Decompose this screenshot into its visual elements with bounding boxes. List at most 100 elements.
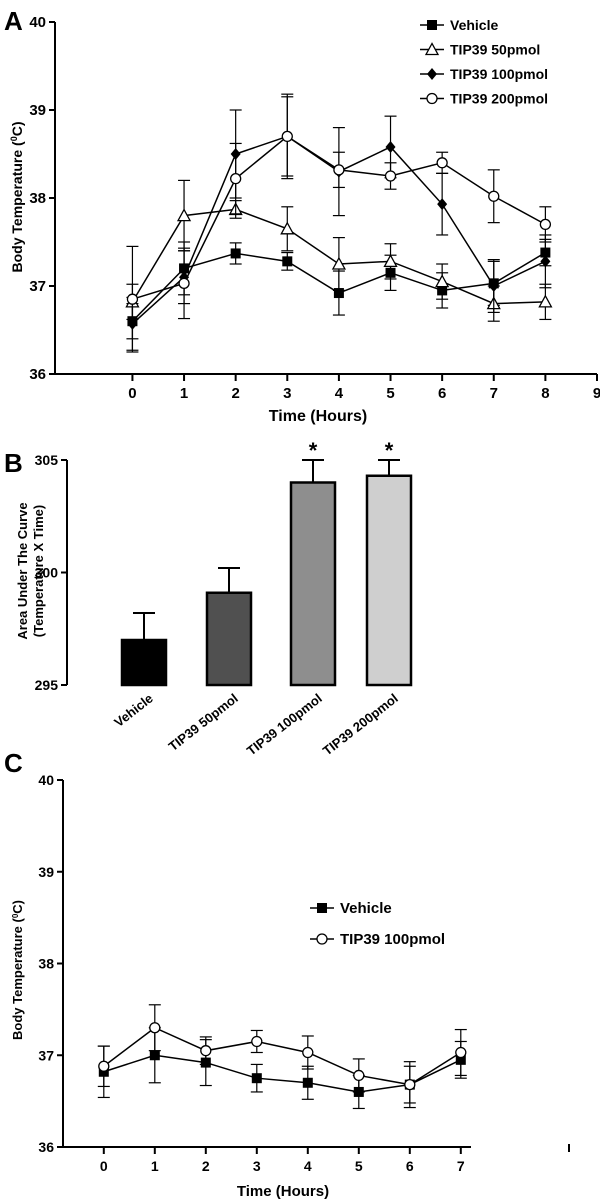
panel-a-data-point	[331, 256, 346, 270]
panel-b-y-axis-label: Area Under The Curve(Temperature X Time)	[15, 502, 46, 639]
panel-a-x-tick-label: 4	[335, 385, 344, 402]
panel-a-data-point	[176, 208, 192, 222]
panel-a-data-point	[437, 198, 448, 211]
panel-a-data-point	[333, 288, 344, 299]
panel-c-letter: C	[4, 748, 23, 778]
panel-a-x-tick-label: 1	[180, 385, 188, 402]
panel-c-y-tick-label: 37	[38, 1047, 54, 1063]
panel-a-x-tick-label: 9	[593, 385, 600, 402]
panel-c-legend-label: Vehicle	[340, 900, 392, 917]
panel-a-letter: A	[4, 6, 23, 36]
panel-a-data-point	[435, 274, 450, 288]
panel-c-data-point	[353, 1069, 365, 1082]
panel-b-significance-star: *	[385, 438, 394, 463]
panel-c-y-tick-label: 39	[38, 864, 54, 880]
panel-b-y-tick-label: 305	[35, 452, 59, 468]
panel-a-data-point	[538, 294, 553, 308]
panel-a-data-point	[539, 218, 552, 231]
panel-a-y-tick-label: 40	[29, 14, 46, 31]
panel-a-data-point	[230, 248, 241, 259]
panel-c-series-1	[97, 1027, 467, 1110]
panel-a-data-point	[488, 190, 500, 202]
panel-a-legend-label: TIP39 200pmol	[450, 91, 548, 107]
panel-a-legend-label: Vehicle	[450, 17, 498, 33]
panel-c-data-point	[98, 1060, 110, 1072]
panel-a-legend-marker	[427, 20, 437, 30]
panel-b-bar	[205, 591, 253, 687]
panel-a-data-point	[126, 293, 139, 305]
panel-a-data-point	[281, 130, 293, 143]
panel-a-chart: 36 37 38 39 40 0 1 2 3 4 5 6 7 8 9 Vehicle TIP39 50pmol T…	[29, 14, 600, 402]
panel-c-series-2	[97, 1004, 467, 1104]
panel-b-letter: B	[4, 448, 23, 478]
panel-a-x-tick-label: 7	[490, 385, 498, 402]
panel-a-legend: Vehicle TIP39 50pmol TIP39 100pmol TIP39 20…	[420, 17, 548, 107]
panel-b-significance-star: *	[309, 438, 318, 463]
panel-b-y-tick-label: 295	[35, 677, 59, 693]
panel-a-data-point	[333, 164, 345, 176]
panel-a-legend-marker	[426, 92, 438, 105]
panel-a-series-4	[126, 93, 552, 353]
panel-a-data-point	[383, 254, 398, 268]
panel-c-x-tick-label: 4	[304, 1158, 312, 1174]
panel-a-data-point	[282, 256, 293, 267]
panel-a-legend-label: TIP39 50pmol	[450, 42, 540, 58]
panel-a-legend-marker	[427, 68, 437, 80]
panel-c-data-point	[455, 1046, 467, 1059]
panel-a-data-point	[385, 140, 396, 153]
panel-c-legend-marker	[317, 903, 327, 913]
panel-c-data-point	[251, 1073, 262, 1084]
panel-a-data-point	[280, 221, 295, 235]
panel-c-y-axis-label: Body Temperature (0C)	[10, 900, 25, 1040]
panel-a-x-tick-label: 3	[283, 385, 291, 402]
panel-c-chart: 36 37 38 39 40 0 1 2 3 4 5 6 7 Vehicle TIP39 100pmol	[38, 772, 471, 1174]
panel-a-y-tick-label: 37	[29, 278, 46, 295]
panel-b-y-tick-label: 300	[35, 565, 59, 581]
panel-c-x-tick-label: 0	[100, 1158, 108, 1174]
panel-a-data-point	[384, 170, 397, 182]
panel-b-bar	[289, 481, 337, 687]
panel-a-x-tick-label: 8	[541, 385, 549, 402]
panel-b-bar	[365, 474, 413, 687]
panel-c-y-tick-label: 36	[38, 1139, 54, 1155]
panel-b-category-label: Vehicle	[111, 691, 156, 730]
panel-b-bar	[120, 638, 168, 687]
panel-b-category-label: TIP39 200pmol	[320, 691, 401, 759]
panel-c-x-axis-label: Time (Hours)	[237, 1183, 329, 1200]
panel-c-series-line	[103, 1054, 462, 1093]
panel-a-x-tick-label: 0	[128, 385, 136, 402]
panel-c-x-tick-label: 1	[151, 1158, 159, 1174]
panel-b-category-label: TIP39 50pmol	[166, 691, 241, 754]
panel-a-x-tick-label: 6	[438, 385, 446, 402]
panel-c-series-line	[103, 1026, 462, 1086]
panel-c-x-tick-label: 3	[253, 1158, 261, 1174]
panel-a-y-tick-label: 36	[29, 366, 46, 383]
panel-c-legend-label: TIP39 100pmol	[340, 931, 445, 948]
panel-a-legend-label: TIP39 100pmol	[450, 66, 548, 82]
panel-a-y-tick-label: 38	[29, 190, 46, 207]
panel-a-x-tick-label: 2	[231, 385, 239, 402]
panel-a-legend-marker	[424, 42, 440, 56]
panel-b-chart: 295 300 305 Vehicle TIP39 50pmol * TIP39 100pm…	[35, 438, 413, 759]
panel-c-x-tick-label: 7	[457, 1158, 465, 1174]
panel-c-legend: Vehicle TIP39 100pmol	[310, 900, 445, 948]
panel-a-data-point	[540, 255, 551, 268]
panel-c-y-tick-label: 40	[38, 772, 54, 788]
panel-c-x-tick-label: 6	[406, 1158, 414, 1174]
panel-a-data-point	[436, 157, 448, 169]
panel-b-category-label: TIP39 100pmol	[244, 691, 325, 759]
panel-c-x-tick-label: 2	[202, 1158, 210, 1174]
panel-a-x-axis-label: Time (Hours)	[269, 408, 367, 425]
panel-c-data-point	[251, 1035, 263, 1048]
panel-c-x-tick-label: 5	[355, 1158, 363, 1174]
panel-a-data-point	[230, 172, 242, 185]
panel-c-y-tick-label: 38	[38, 956, 54, 972]
panel-c-data-point	[302, 1077, 313, 1088]
panel-a-data-point	[178, 277, 190, 290]
panel-c-data-point	[149, 1050, 160, 1061]
panel-c-data-point	[302, 1046, 314, 1059]
panel-c-data-point	[149, 1022, 161, 1034]
panel-a-y-tick-label: 39	[29, 102, 46, 119]
panel-c-legend-marker	[316, 933, 328, 945]
